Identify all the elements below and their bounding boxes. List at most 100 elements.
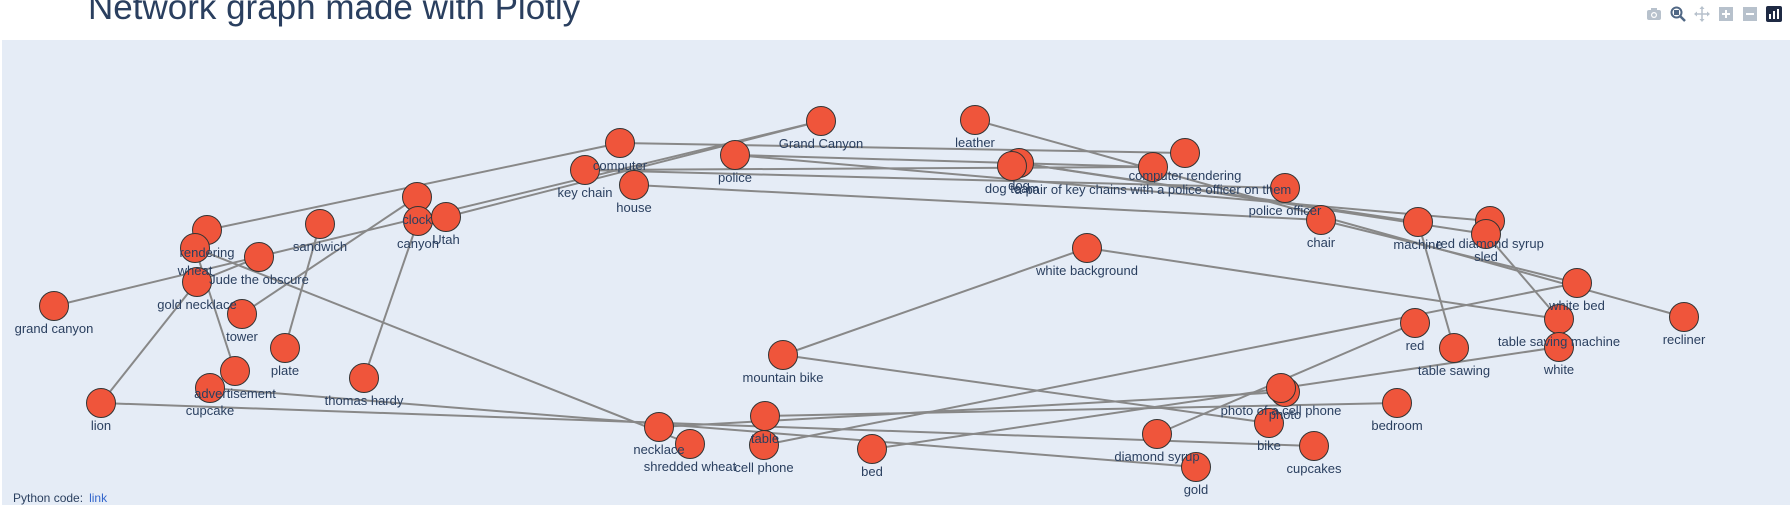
node-label: dog <box>1008 178 1030 193</box>
node-marker[interactable] <box>1669 302 1699 332</box>
node-label: recliner <box>1663 332 1706 347</box>
node-marker[interactable] <box>644 412 674 442</box>
node-marker[interactable] <box>675 429 705 459</box>
node-marker[interactable] <box>1254 408 1284 438</box>
node-label: clock <box>402 212 432 227</box>
node-label: Utah <box>432 232 459 247</box>
plot-area[interactable] <box>2 40 1790 505</box>
edge <box>734 154 1154 168</box>
plotly-logo-icon[interactable] <box>1764 4 1784 24</box>
node-marker[interactable] <box>1072 233 1102 263</box>
node-marker[interactable] <box>270 333 300 363</box>
node-marker[interactable] <box>195 373 225 403</box>
node-marker[interactable] <box>39 291 69 321</box>
node-marker[interactable] <box>1400 308 1430 338</box>
zoom-out-icon[interactable] <box>1740 4 1760 24</box>
edge <box>633 184 1322 221</box>
node-marker[interactable] <box>1562 268 1592 298</box>
edge <box>363 220 419 379</box>
node-label: sandwich <box>293 239 347 254</box>
node-label: bike <box>1257 438 1281 453</box>
node-marker[interactable] <box>349 363 379 393</box>
node-marker[interactable] <box>431 202 461 232</box>
node-label: red diamond syrup <box>1436 236 1544 251</box>
node-label: cupcakes <box>1287 461 1342 476</box>
node-label: mountain bike <box>743 370 824 385</box>
node-label: table <box>751 431 779 446</box>
node-marker[interactable] <box>750 401 780 431</box>
node-marker[interactable] <box>1439 333 1469 363</box>
node-marker[interactable] <box>1403 207 1433 237</box>
edge <box>763 282 1578 446</box>
node-marker[interactable] <box>227 299 257 329</box>
node-marker[interactable] <box>1471 219 1501 249</box>
node-label: shredded wheat <box>644 459 737 474</box>
node-marker[interactable] <box>180 233 210 263</box>
node-marker[interactable] <box>570 155 600 185</box>
node-marker[interactable] <box>1544 332 1574 362</box>
node-marker[interactable] <box>182 267 212 297</box>
node-marker[interactable] <box>720 140 750 170</box>
node-label: thomas hardy <box>325 393 404 408</box>
node-marker[interactable] <box>220 356 250 386</box>
node-label: key chain <box>558 185 613 200</box>
pan-icon[interactable] <box>1692 4 1712 24</box>
chart-title: Network graph made with Plotly <box>88 0 581 27</box>
node-marker[interactable] <box>86 388 116 418</box>
zoom-in-icon[interactable] <box>1716 4 1736 24</box>
node-marker[interactable] <box>1306 205 1336 235</box>
node-label: a pair of key chains with a police offic… <box>1015 182 1292 197</box>
node-marker[interactable] <box>1181 452 1211 482</box>
node-label: Grand Canyon <box>779 136 864 151</box>
node-marker[interactable] <box>1170 138 1200 168</box>
footer: Python code: link <box>13 491 107 505</box>
edge <box>1086 247 1560 320</box>
python-code-link[interactable]: link <box>89 491 108 505</box>
zoom-icon[interactable] <box>1668 4 1688 24</box>
node-label: white background <box>1035 263 1138 278</box>
node-marker[interactable] <box>806 106 836 136</box>
modebar <box>1644 4 1784 26</box>
edge <box>782 247 1088 356</box>
node-label: canyon <box>397 236 439 251</box>
node-label: gold necklace <box>157 297 237 312</box>
node-label: table sawing <box>1418 363 1490 378</box>
label-layer: Grand Canyon leather computer police key cha… <box>15 135 1706 497</box>
node-marker[interactable] <box>1138 152 1168 182</box>
node-marker[interactable] <box>305 209 335 239</box>
edge <box>284 223 321 349</box>
node-marker[interactable] <box>244 242 274 272</box>
edge <box>734 154 1491 222</box>
camera-icon[interactable] <box>1644 4 1664 24</box>
edge <box>209 387 1197 468</box>
node-label: sled <box>1474 249 1498 264</box>
node-marker[interactable] <box>619 170 649 200</box>
node-marker[interactable] <box>997 151 1027 181</box>
node-marker[interactable] <box>749 430 779 460</box>
node-marker[interactable] <box>1299 431 1329 461</box>
node-label: gold <box>1184 482 1209 497</box>
edge <box>782 354 1270 424</box>
node-marker[interactable] <box>1270 173 1300 203</box>
node-label: grand canyon <box>15 321 94 336</box>
node-label: table saving machine <box>1498 334 1620 349</box>
node-marker[interactable] <box>1382 388 1412 418</box>
node-label: machine <box>1393 237 1442 252</box>
footer-label: Python code: <box>13 491 84 505</box>
edge <box>1417 221 1455 349</box>
node-label: bed <box>861 464 883 479</box>
node-label: leather <box>955 135 995 150</box>
node-layer <box>39 105 1699 482</box>
node-label: police officer <box>1249 203 1322 218</box>
node-marker[interactable] <box>857 434 887 464</box>
node-marker[interactable] <box>1142 419 1172 449</box>
node-label: tower <box>226 329 258 344</box>
node-marker[interactable] <box>605 128 635 158</box>
node-marker[interactable] <box>960 105 990 135</box>
node-label: Jude the obscure <box>209 272 309 287</box>
node-marker[interactable] <box>1266 373 1296 403</box>
node-label: police <box>718 170 752 185</box>
node-marker[interactable] <box>768 340 798 370</box>
node-label: dog team <box>985 181 1039 196</box>
